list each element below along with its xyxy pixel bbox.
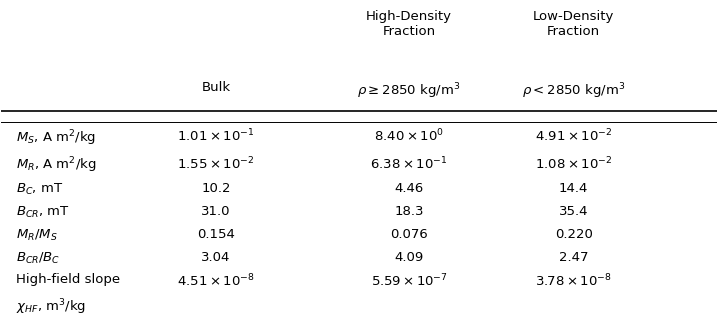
Text: 2.47: 2.47 (559, 251, 588, 264)
Text: 4.46: 4.46 (394, 182, 424, 195)
Text: $1.55 \times 10^{-2}$: $1.55 \times 10^{-2}$ (177, 155, 255, 172)
Text: $3.78 \times 10^{-8}$: $3.78 \times 10^{-8}$ (535, 273, 612, 289)
Text: $\rho < 2850$ kg/m$^3$: $\rho < 2850$ kg/m$^3$ (522, 81, 625, 101)
Text: $5.59 \times 10^{-7}$: $5.59 \times 10^{-7}$ (370, 273, 447, 289)
Text: $\rho \geq 2850$ kg/m$^3$: $\rho \geq 2850$ kg/m$^3$ (358, 81, 461, 101)
Text: $M_R$/$M_S$: $M_R$/$M_S$ (16, 228, 57, 243)
Text: $4.91 \times 10^{-2}$: $4.91 \times 10^{-2}$ (535, 128, 612, 145)
Text: 10.2: 10.2 (201, 182, 230, 195)
Text: High-field slope: High-field slope (16, 273, 120, 286)
Text: $4.51 \times 10^{-8}$: $4.51 \times 10^{-8}$ (177, 273, 255, 289)
Text: $B_{CR}$/$B_C$: $B_{CR}$/$B_C$ (16, 251, 60, 266)
Text: 0.154: 0.154 (197, 228, 235, 241)
Text: High-Density
Fraction: High-Density Fraction (366, 10, 452, 38)
Text: $B_{CR}$, mT: $B_{CR}$, mT (16, 205, 70, 220)
Text: Low-Density
Fraction: Low-Density Fraction (533, 10, 615, 38)
Text: 35.4: 35.4 (559, 205, 588, 218)
Text: 14.4: 14.4 (559, 182, 588, 195)
Text: 31.0: 31.0 (201, 205, 230, 218)
Text: $M_R$, A m$^2$/kg: $M_R$, A m$^2$/kg (16, 155, 96, 175)
Text: $\chi_{HF}$, m$^3$/kg: $\chi_{HF}$, m$^3$/kg (16, 298, 86, 317)
Text: 18.3: 18.3 (394, 205, 424, 218)
Text: Bulk: Bulk (201, 81, 230, 94)
Text: $B_C$, mT: $B_C$, mT (16, 182, 63, 197)
Text: 0.076: 0.076 (390, 228, 428, 241)
Text: 0.220: 0.220 (554, 228, 592, 241)
Text: $M_S$, A m$^2$/kg: $M_S$, A m$^2$/kg (16, 128, 95, 148)
Text: $8.40 \times 10^{0}$: $8.40 \times 10^{0}$ (374, 128, 444, 145)
Text: $1.01 \times 10^{-1}$: $1.01 \times 10^{-1}$ (177, 128, 255, 145)
Text: $1.08 \times 10^{-2}$: $1.08 \times 10^{-2}$ (535, 155, 612, 172)
Text: 4.09: 4.09 (394, 251, 424, 264)
Text: $6.38 \times 10^{-1}$: $6.38 \times 10^{-1}$ (370, 155, 448, 172)
Text: 3.04: 3.04 (201, 251, 230, 264)
